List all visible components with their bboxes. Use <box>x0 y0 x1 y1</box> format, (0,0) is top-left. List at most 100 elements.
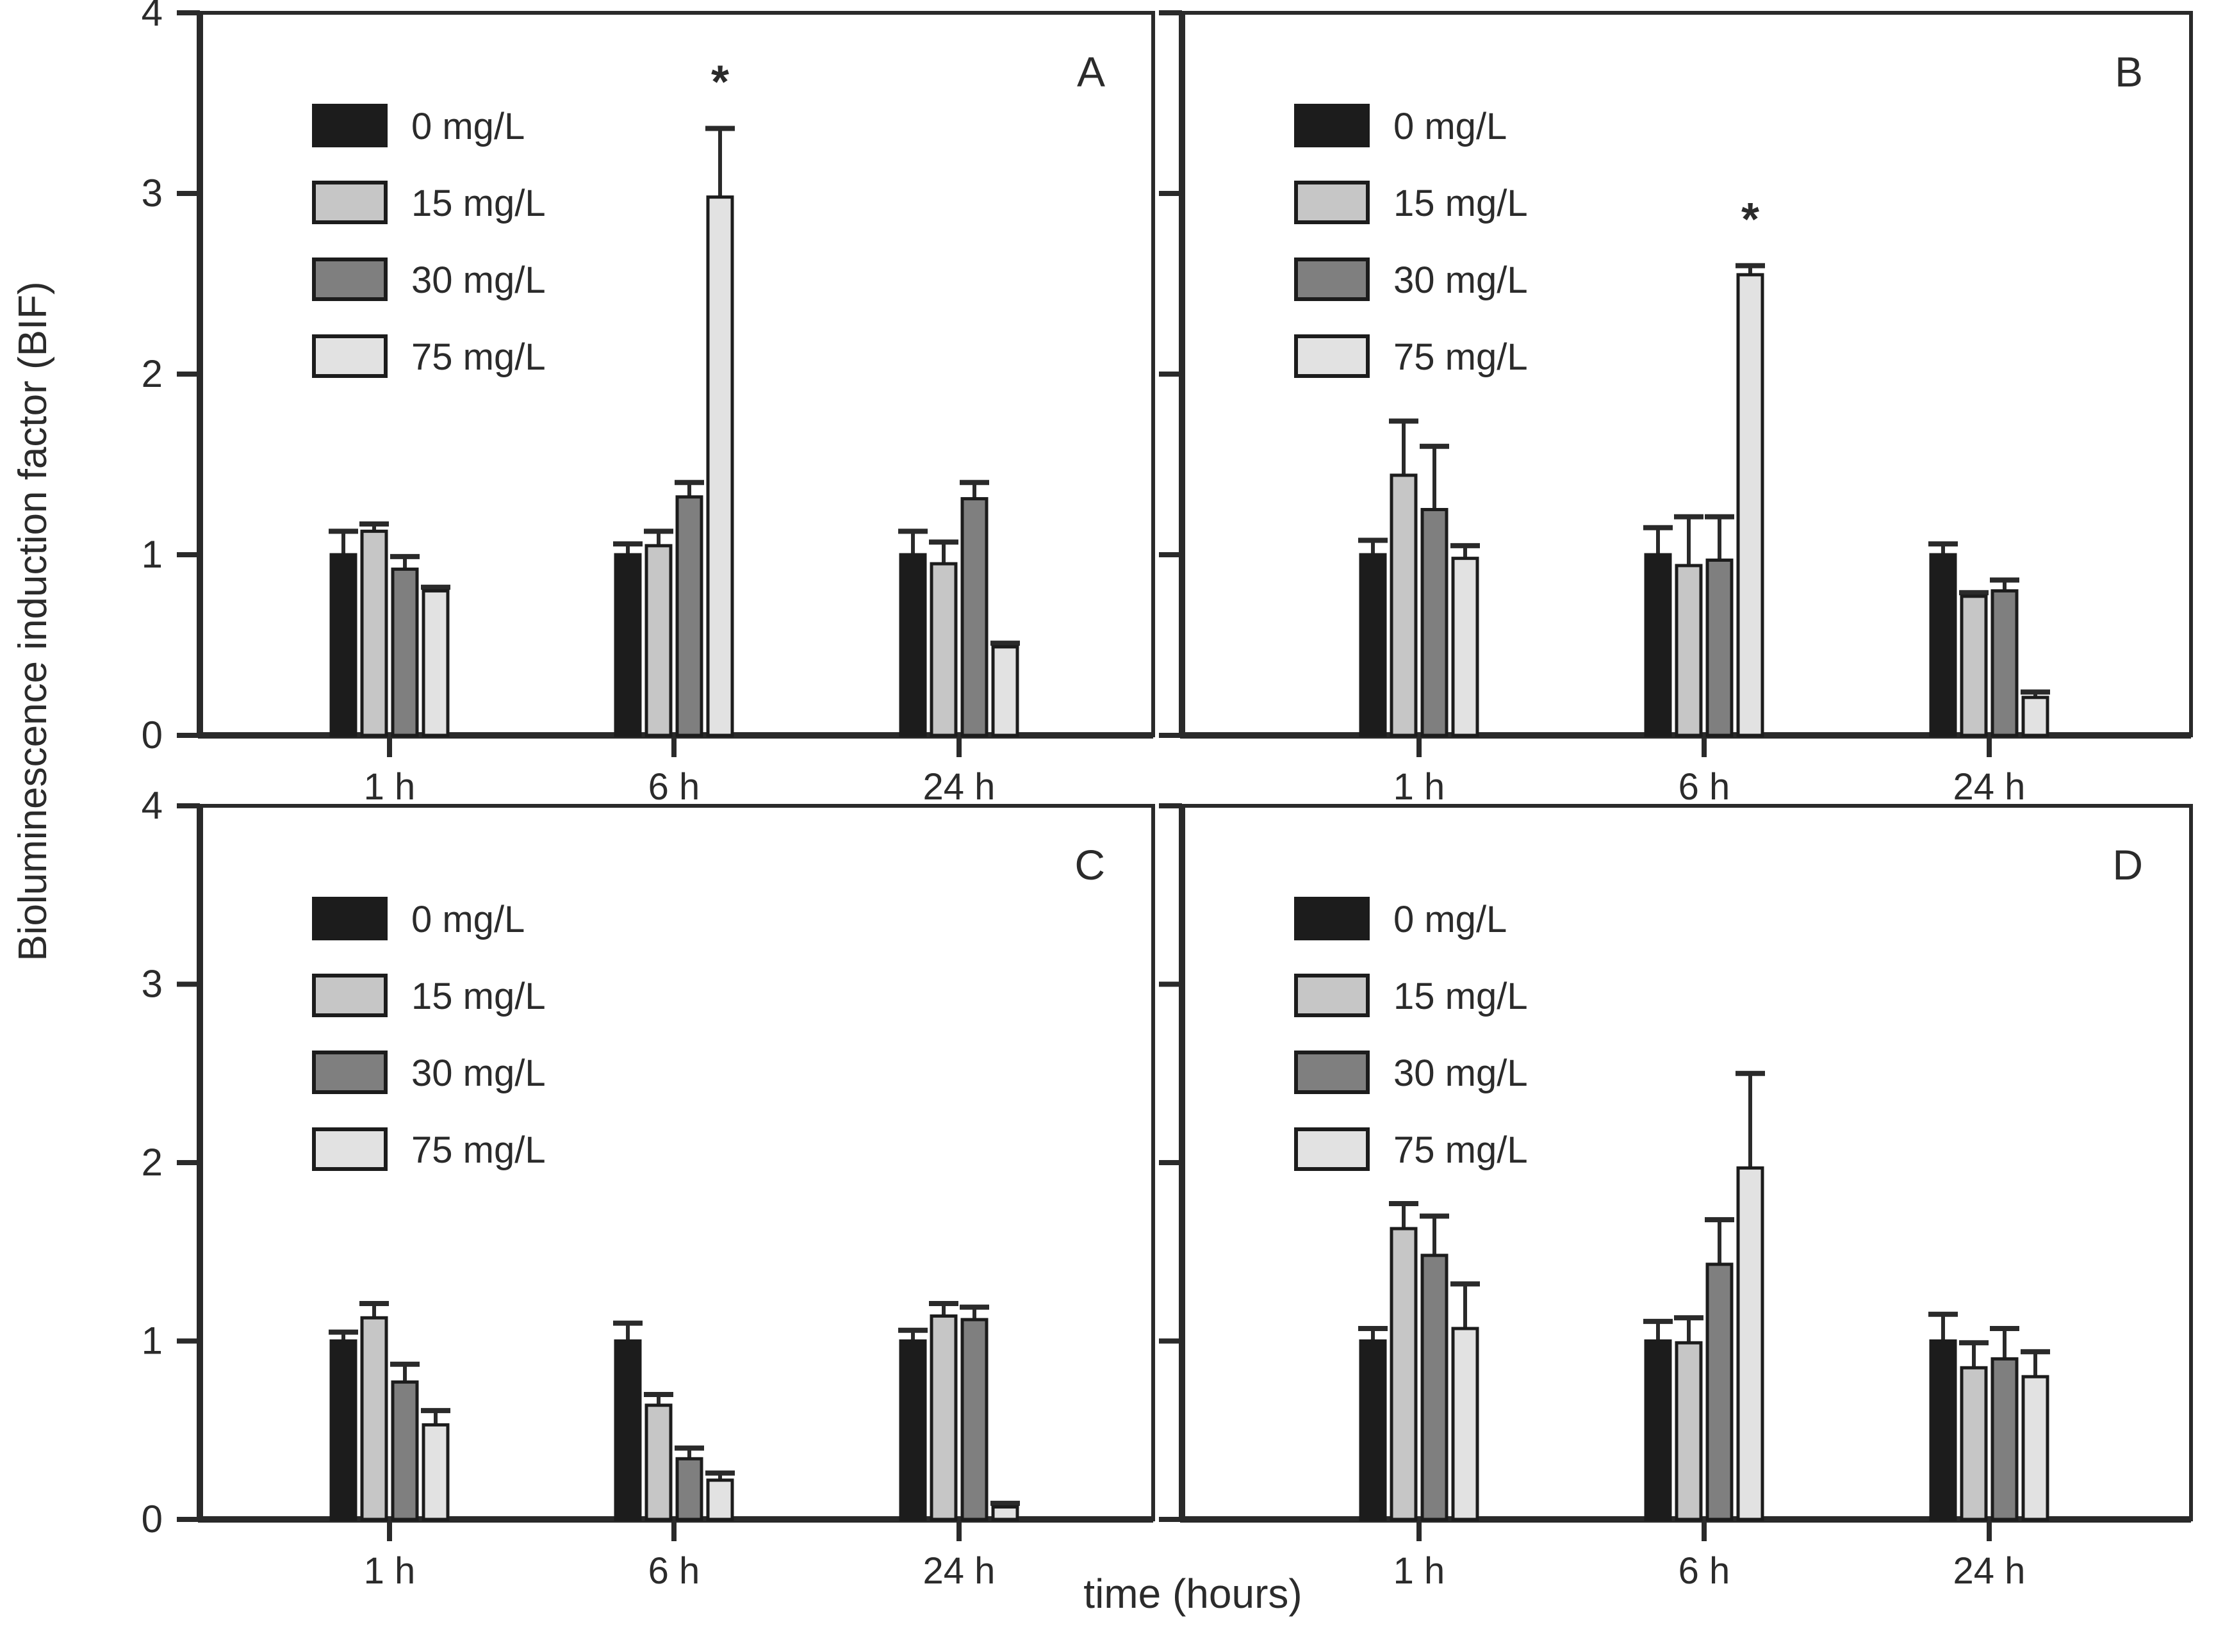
bar <box>1359 553 1387 737</box>
panel-letter: A <box>1077 48 1105 95</box>
bar-group-c-1h-30mg/L <box>390 1361 420 1521</box>
legend-swatch <box>1294 334 1370 378</box>
bar <box>422 589 450 737</box>
legend-swatch <box>1294 258 1370 301</box>
legend: 0 mg/L 15 mg/L 30 mg/L 75 mg/L <box>312 104 546 378</box>
x-tick-label: 1 h <box>1393 1550 1445 1592</box>
bar <box>329 553 357 737</box>
bar <box>675 495 703 737</box>
bar <box>614 1339 642 1521</box>
bar-group-d-1h-15mg/L <box>1389 1201 1418 1521</box>
legend: 0 mg/L 15 mg/L 30 mg/L 75 mg/L <box>1294 104 1528 378</box>
bar-group-d-6h-30mg/L <box>1705 1217 1734 1521</box>
legend-label: 0 mg/L <box>1393 106 1507 147</box>
bar <box>391 568 419 737</box>
y-tick-label: 2 <box>142 1141 163 1184</box>
bar <box>1675 564 1703 737</box>
bar <box>930 1314 958 1521</box>
legend-swatch <box>312 974 388 1017</box>
bar <box>1929 553 1957 737</box>
legend-swatch <box>312 104 388 147</box>
legend-swatch <box>312 897 388 940</box>
bar-group-d-1h-30mg/L <box>1420 1213 1449 1521</box>
bar <box>1451 557 1479 737</box>
legend-label: 30 mg/L <box>411 259 546 301</box>
bar <box>675 1457 703 1521</box>
legend-swatch <box>1294 104 1370 147</box>
y-tick-label: 1 <box>142 1320 163 1362</box>
bar-group-a-6h-0mg/L <box>613 541 643 737</box>
legend-swatch <box>1294 897 1370 940</box>
legend-swatch <box>312 334 388 378</box>
bar <box>706 195 734 737</box>
bar <box>1929 1339 1957 1521</box>
bar-group-b-6h-15mg/L <box>1674 514 1703 737</box>
bar <box>1644 1339 1672 1521</box>
bar-group-a-1h-30mg/L <box>390 553 420 737</box>
bar <box>960 1318 989 1521</box>
legend-label: 75 mg/L <box>1393 1129 1528 1171</box>
bar <box>1736 1166 1764 1521</box>
legend-label: 15 mg/L <box>1393 976 1528 1017</box>
bar-group-a-6h-30mg/L <box>675 480 704 737</box>
y-tick-label: 3 <box>142 172 163 215</box>
legend-label: 0 mg/L <box>411 106 525 147</box>
bar-group-c-6h-30mg/L <box>675 1445 704 1521</box>
bar <box>1675 1341 1703 1521</box>
bar-group-c-1h-75mg/L <box>421 1408 450 1521</box>
legend-swatch <box>312 1051 388 1094</box>
panel-a: 0 1 2 3 4 1 h 6 h 24 h * 0 mg/L 15 mg/L 30 mg/L 75 m… <box>142 0 1155 808</box>
y-tick-label: 0 <box>142 714 163 756</box>
bar <box>1420 1254 1449 1521</box>
legend-label: 75 mg/L <box>411 336 546 378</box>
x-tick-label: 24 h <box>1953 766 2026 808</box>
x-tick-label: 1 h <box>364 766 416 808</box>
legend-label: 15 mg/L <box>411 976 546 1017</box>
bar-group-b-6h-30mg/L <box>1705 514 1734 737</box>
bar <box>706 1478 734 1521</box>
bar-group-a-24h-75mg/L <box>990 641 1020 737</box>
y-tick-label: 1 <box>142 533 163 576</box>
panel-letter: D <box>2112 841 2143 888</box>
legend-swatch <box>312 181 388 224</box>
bar-group-c-6h-15mg/L <box>644 1392 673 1521</box>
bar-group-b-1h-15mg/L <box>1389 418 1418 737</box>
panel-c: 0 1 2 3 4 1 h 6 h 24 h 0 mg/L 15 mg/L 30 mg/L 75 mg… <box>142 784 1155 1592</box>
bar-group-a-6h-75mg/L: * <box>705 56 735 737</box>
bar <box>1990 589 2019 737</box>
bar-group-d-24h-75mg/L <box>2021 1349 2050 1521</box>
legend-swatch <box>1294 1127 1370 1171</box>
x-axis-title: time (hours) <box>1083 1571 1302 1617</box>
legend-label: 30 mg/L <box>1393 259 1528 301</box>
y-tick-label: 2 <box>142 352 163 395</box>
bar <box>1420 508 1449 737</box>
significance-asterisk: * <box>711 56 729 108</box>
bar-group-c-1h-0mg/L <box>329 1329 358 1521</box>
bar <box>391 1380 419 1521</box>
bar <box>1736 273 1764 737</box>
bar <box>991 645 1019 737</box>
bar-group-c-24h-30mg/L <box>960 1304 989 1521</box>
bar <box>1644 553 1672 737</box>
x-tick-label: 24 h <box>923 1550 996 1592</box>
bar <box>1390 473 1418 737</box>
legend-label: 0 mg/L <box>411 899 525 940</box>
bar-group-c-24h-15mg/L <box>929 1301 958 1521</box>
bar-group-b-1h-75mg/L <box>1450 543 1480 737</box>
bar <box>899 1339 927 1521</box>
legend-label: 30 mg/L <box>411 1052 546 1094</box>
panel-d: 1 h 6 h 24 h 0 mg/L 15 mg/L 30 mg/L 75 mg/L D <box>1159 803 2193 1592</box>
legend-label: 0 mg/L <box>1393 899 1507 940</box>
x-tick-label: 1 h <box>364 1550 416 1592</box>
bar-group-a-6h-15mg/L <box>644 528 673 737</box>
bar-group-d-6h-75mg/L <box>1736 1070 1765 1521</box>
bar <box>1390 1227 1418 1521</box>
bar-group-b-24h-15mg/L <box>1959 590 1989 737</box>
bar-group-b-1h-30mg/L <box>1420 443 1449 737</box>
x-tick-label: 6 h <box>648 766 700 808</box>
x-tick-label: 6 h <box>1678 1550 1730 1592</box>
bar <box>329 1339 357 1521</box>
bar <box>1359 1339 1387 1521</box>
